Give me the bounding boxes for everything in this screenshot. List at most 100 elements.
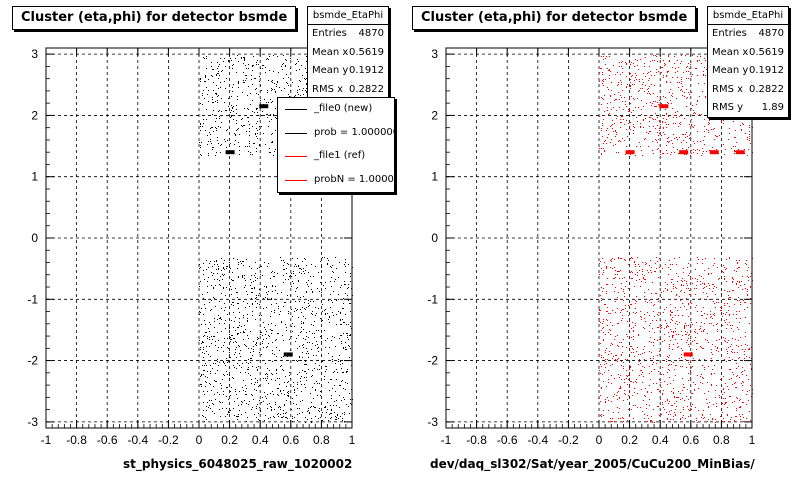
data-point [250, 285, 251, 286]
data-point [231, 304, 232, 305]
data-point [621, 288, 622, 289]
data-point [604, 111, 605, 112]
data-point [599, 314, 600, 315]
data-point [682, 303, 683, 304]
data-point [231, 279, 232, 280]
data-point [226, 130, 227, 131]
data-point [221, 347, 222, 348]
data-point [247, 95, 248, 96]
data-point [708, 283, 709, 284]
data-point [642, 84, 643, 85]
data-point [692, 283, 693, 284]
data-point [738, 149, 739, 150]
data-point [664, 328, 665, 329]
data-point [670, 383, 671, 384]
data-point [242, 92, 243, 93]
data-point [248, 64, 249, 65]
data-point [606, 319, 607, 320]
data-point [296, 310, 297, 311]
data-point [286, 386, 287, 387]
data-point [283, 370, 284, 371]
data-point [675, 339, 676, 340]
data-point [238, 405, 239, 406]
data-point [626, 281, 627, 282]
data-point [612, 358, 613, 359]
data-point [639, 81, 640, 82]
data-point [740, 285, 741, 286]
data-point [703, 378, 704, 379]
data-point [622, 101, 623, 102]
data-point [256, 136, 257, 137]
data-point [617, 116, 618, 117]
data-point [603, 119, 604, 120]
data-point [643, 278, 644, 279]
data-point [277, 293, 278, 294]
data-point [647, 270, 648, 271]
data-point [274, 272, 275, 273]
data-point [264, 392, 265, 393]
data-point [637, 60, 638, 61]
data-point [672, 312, 673, 313]
data-point [675, 365, 676, 366]
data-point [208, 141, 209, 142]
data-point [312, 387, 313, 388]
data-point [201, 374, 202, 375]
data-point [610, 267, 611, 268]
data-point [663, 128, 664, 129]
data-point [236, 105, 237, 106]
data-point [684, 154, 685, 155]
data-point [669, 344, 670, 345]
data-point [604, 262, 605, 263]
data-point [306, 91, 307, 92]
data-point [704, 393, 705, 394]
data-point [745, 344, 746, 345]
data-point [621, 116, 622, 117]
data-point [627, 84, 628, 85]
data-point [303, 88, 304, 89]
data-point [693, 141, 694, 142]
data-point [255, 273, 256, 274]
data-point [329, 322, 330, 323]
data-point [312, 292, 313, 293]
data-point [668, 71, 669, 72]
data-point [739, 267, 740, 268]
data-point [724, 267, 725, 268]
data-point [266, 59, 267, 60]
data-point [603, 288, 604, 289]
data-point [209, 337, 210, 338]
data-point [696, 305, 697, 306]
data-point [674, 369, 675, 370]
data-point [675, 331, 676, 332]
data-point [229, 267, 230, 268]
data-point [330, 413, 331, 414]
data-point [295, 95, 296, 96]
data-point [207, 281, 208, 282]
data-point [341, 400, 342, 401]
data-point [263, 401, 264, 402]
data-point [690, 155, 691, 156]
data-point [629, 321, 630, 322]
data-point [742, 381, 743, 382]
data-point [211, 272, 212, 273]
data-point [241, 367, 242, 368]
data-point [615, 131, 616, 132]
data-point [623, 300, 624, 301]
data-point [600, 261, 601, 262]
data-point [601, 355, 602, 356]
data-point [277, 81, 278, 82]
data-point [305, 90, 306, 91]
data-point [224, 274, 225, 275]
data-point [640, 59, 641, 60]
data-point [676, 397, 677, 398]
data-point [274, 310, 275, 311]
data-point [280, 414, 281, 415]
data-point [748, 267, 749, 268]
data-point [651, 302, 652, 303]
data-point [238, 333, 239, 334]
data-point [605, 304, 606, 305]
data-point [696, 418, 697, 419]
data-point [291, 276, 292, 277]
data-point [747, 270, 748, 271]
data-point [599, 72, 600, 73]
data-point [688, 263, 689, 264]
